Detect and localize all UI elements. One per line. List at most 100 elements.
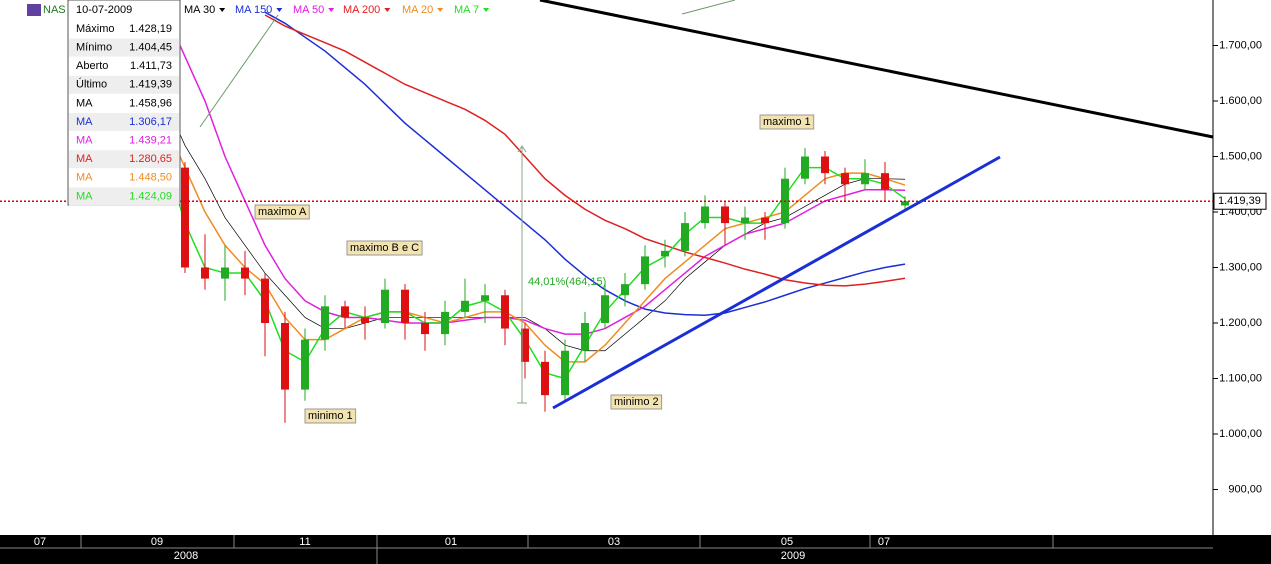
annotation-box: [254, 204, 310, 220]
candle-body: [441, 311, 449, 335]
candle-body: [541, 361, 549, 396]
annotation: maximo B e C: [350, 242, 419, 254]
drawing-line: [199, 14, 279, 128]
candle-body: [201, 267, 209, 279]
tooltip-row-bg: [69, 113, 179, 131]
annotation: minimo 1: [308, 410, 353, 422]
measure-arrow: [517, 145, 527, 153]
candle-body: [241, 267, 249, 279]
tooltip-row-label: Mínimo: [76, 42, 112, 54]
legend-entry: MA 50: [293, 4, 324, 16]
annotation: maximo 1: [763, 116, 811, 128]
candle-body: [521, 328, 529, 362]
last-price-label: 1.419,39: [1218, 195, 1261, 207]
symbol-icon: [27, 4, 41, 16]
candle-body: [881, 173, 889, 190]
month-label: 01: [445, 536, 457, 548]
time-axis-band: [0, 535, 1271, 564]
candle-body: [301, 339, 309, 390]
month-label: 03: [608, 536, 620, 548]
drawing-line: [681, 0, 736, 15]
month-label: 07: [34, 536, 46, 548]
moving-average-line: [264, 14, 906, 287]
month-label: 07: [878, 536, 890, 548]
tooltip-row-value: 1.404,45: [129, 42, 172, 54]
tooltip-row-label: MA: [76, 97, 93, 109]
y-tick-label: 1.100,00: [1219, 372, 1262, 384]
moving-average-line: [164, 11, 906, 335]
month-label: 11: [299, 536, 310, 548]
legend-dropdown: [437, 8, 444, 12]
measure-label: 44,01%(464,15): [528, 276, 606, 288]
candle-body: [481, 295, 489, 301]
candle-body: [681, 223, 689, 251]
candle-body: [461, 300, 469, 312]
annotation-box: [759, 114, 815, 130]
tooltip-row-value: 1.439,21: [129, 135, 172, 147]
month-label: 05: [781, 536, 793, 548]
y-tick-label: 1.600,00: [1219, 95, 1262, 107]
candle-body: [721, 206, 729, 224]
candle-body: [581, 322, 589, 351]
legend-entry: MA 20: [402, 4, 433, 16]
candle-body: [261, 278, 269, 323]
candle-body: [901, 201, 909, 206]
candle-body: [821, 156, 829, 174]
candle-body: [701, 206, 709, 224]
legend-dropdown: [328, 8, 335, 12]
annotation-box: [304, 408, 357, 424]
tooltip-row-bg: [69, 38, 179, 57]
tooltip-row-bg: [69, 187, 179, 206]
tooltip-row-bg: [69, 150, 179, 169]
candle-body: [841, 173, 849, 185]
symbol-label: NAS: [43, 4, 66, 16]
tooltip-row-value: 1.458,96: [129, 97, 172, 109]
legend-dropdown: [483, 8, 490, 12]
tooltip-row-value: 1.424,09: [129, 190, 172, 202]
legend-dropdown: [219, 8, 226, 12]
tooltip-date: 10-07-2009: [76, 4, 132, 16]
candle-body: [761, 217, 769, 224]
tooltip-row-label: MA: [76, 135, 93, 147]
candle-body: [741, 217, 749, 224]
tooltip-row-label: MA: [76, 153, 93, 165]
candle-body: [621, 284, 629, 296]
legend-entry: MA 200: [343, 4, 380, 16]
y-tick-label: 1.300,00: [1219, 261, 1262, 273]
annotation-box: [346, 240, 423, 256]
candle-body: [861, 173, 869, 185]
year-label: 2009: [781, 550, 805, 562]
tooltip-row-label: MA: [76, 116, 93, 128]
legend-dropdown: [276, 8, 283, 12]
candle-body: [221, 267, 229, 279]
y-tick-label: 1.000,00: [1219, 428, 1262, 440]
candle-body: [321, 306, 329, 340]
y-tick-label: 1.500,00: [1219, 150, 1262, 162]
candle-body: [381, 289, 389, 323]
tooltip-row-label: MA: [76, 172, 93, 184]
tooltip-row-value: 1.306,17: [129, 116, 172, 128]
candle-body: [421, 322, 429, 335]
candle-body: [801, 156, 809, 179]
tooltip-row-bg: [69, 75, 179, 94]
trend-line-support: [552, 155, 1001, 410]
candle-body: [281, 322, 289, 390]
tooltip-row-label: Aberto: [76, 60, 108, 72]
month-label: 09: [151, 536, 163, 548]
legend-entry: MA 7: [454, 4, 479, 16]
candle-body: [601, 295, 609, 323]
annotation: maximo A: [258, 206, 307, 218]
tooltip-row-label: Último: [76, 78, 107, 91]
candle-body: [561, 350, 569, 396]
tooltip-row-value: 1.411,73: [130, 60, 172, 72]
year-label: 2008: [174, 550, 198, 562]
legend-entry: MA 30: [184, 4, 215, 16]
candle-body: [361, 317, 369, 323]
legend-entry: MA 150: [235, 4, 272, 16]
candle-body: [501, 295, 509, 329]
annotation: minimo 2: [614, 396, 659, 408]
y-tick-label: 1.700,00: [1219, 39, 1262, 51]
tooltip-row-value: 1.448,50: [129, 172, 172, 184]
